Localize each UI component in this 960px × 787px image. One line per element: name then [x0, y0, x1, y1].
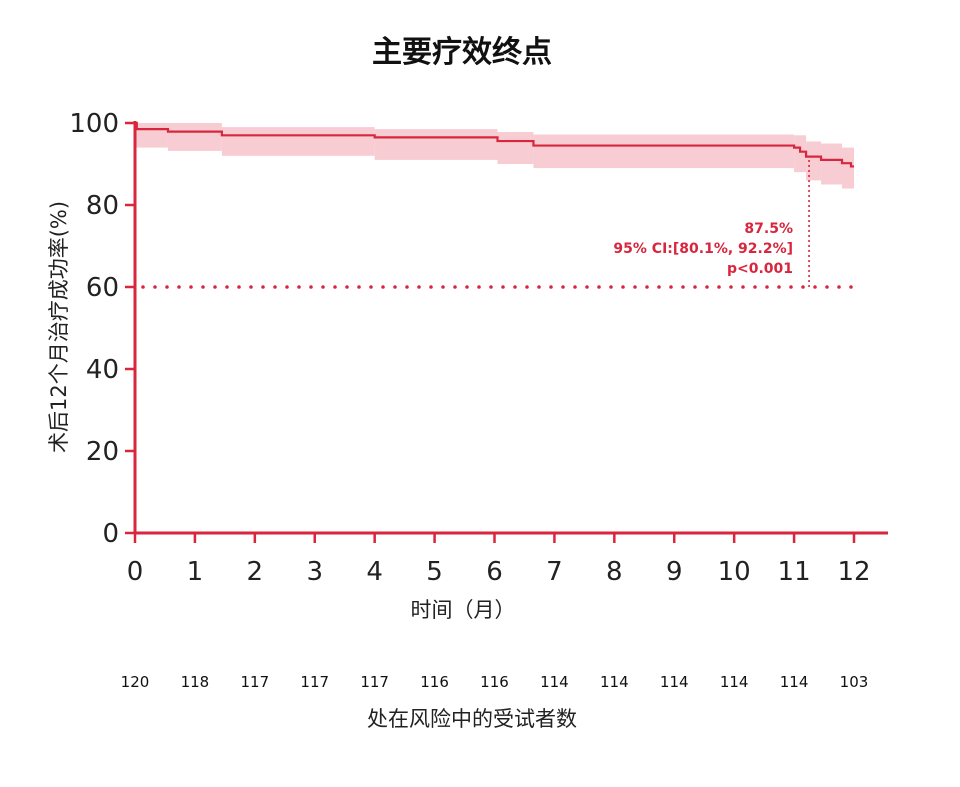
x-tick-label: 8: [606, 557, 623, 587]
ci-band-segment: [842, 147, 854, 189]
risk-table: 120 118 117 117 117 116 116 114 114 114 114 114 103: [121, 673, 869, 691]
annotation: 87.5% 95% CI:[80.1%, 92.2%] p<0.001: [613, 221, 793, 277]
ci-band-segment: [821, 143, 843, 185]
x-tick-label: 6: [486, 557, 503, 587]
risk-count: 117: [360, 673, 389, 691]
annotation-p-value: p<0.001: [727, 261, 793, 277]
ci-band-segment: [794, 135, 807, 173]
risk-count: 116: [480, 673, 509, 691]
x-tick-label: 0: [127, 557, 144, 587]
confidence-band: [135, 123, 854, 189]
ci-band-segment: [497, 132, 534, 164]
x-tick-label: 1: [187, 557, 204, 587]
risk-count: 116: [420, 673, 449, 691]
ci-band-segment: [167, 123, 222, 151]
km-curve: [135, 121, 854, 168]
chart-title: 主要疗效终点: [372, 35, 552, 70]
risk-count: 114: [660, 673, 689, 691]
risk-count: 103: [840, 673, 869, 691]
x-tick-label: 4: [366, 557, 383, 587]
risk-count: 114: [780, 673, 809, 691]
reference-line-layer: [141, 156, 862, 289]
y-axis-label: 术后12个月治疗成功率(%): [47, 201, 71, 453]
y-tick-label: 0: [102, 519, 119, 549]
y-tick-label: 20: [86, 437, 119, 467]
y-tick-label: 40: [86, 355, 119, 385]
x-tick-label: 10: [718, 557, 751, 587]
ci-band-segment: [221, 127, 375, 156]
survival-curve-layer: [135, 121, 854, 168]
ci-band-segment: [533, 134, 795, 169]
risk-count: 120: [121, 673, 150, 691]
x-tick-label: 12: [837, 557, 870, 587]
x-axis-label: 时间（月）: [411, 598, 516, 622]
annotation-estimate: 87.5%: [744, 221, 793, 237]
x-tick-label: 11: [778, 557, 811, 587]
y-tick-label: 100: [69, 109, 119, 139]
x-tick-label: 7: [546, 557, 563, 587]
axes: [125, 121, 888, 543]
y-tick-label: 60: [86, 273, 119, 303]
annotation-ci: 95% CI:[80.1%, 92.2%]: [613, 241, 793, 257]
y-tick-label: 80: [86, 191, 119, 221]
risk-count: 114: [720, 673, 749, 691]
ci-band-segment: [135, 123, 168, 148]
x-tick-label: 3: [306, 557, 323, 587]
risk-count: 118: [181, 673, 210, 691]
x-tick-label: 5: [426, 557, 443, 587]
ci-band-segment: [374, 129, 498, 160]
x-tick-label: 2: [247, 557, 264, 587]
risk-count: 114: [540, 673, 569, 691]
risk-count: 114: [600, 673, 629, 691]
risk-table-label: 处在风险中的受试者数: [367, 707, 577, 731]
risk-count: 117: [241, 673, 270, 691]
risk-count: 117: [300, 673, 329, 691]
x-tick-label: 9: [666, 557, 683, 587]
